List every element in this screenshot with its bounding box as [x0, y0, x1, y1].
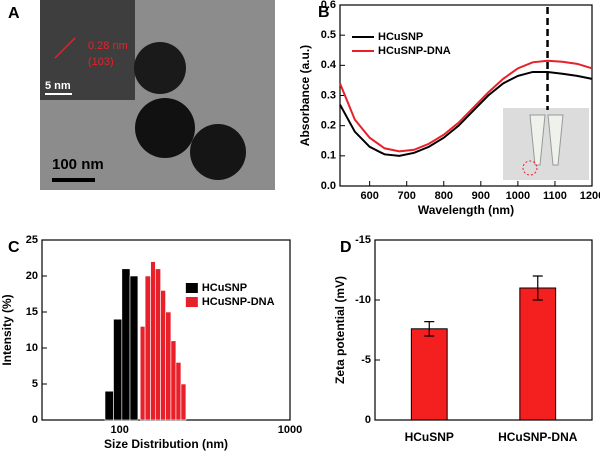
line-series [339, 70, 593, 157]
lattice-marker [54, 37, 76, 59]
photo-inset [503, 108, 589, 180]
histogram-bar [121, 268, 131, 421]
lattice-plane: (103) [88, 56, 114, 68]
y-tick-label: 0.6 [321, 0, 336, 11]
lattice-spacing: 0.28 nm [88, 40, 128, 52]
particle [134, 42, 186, 94]
y-tick-label: 25 [26, 234, 38, 246]
y-tick-label: 20 [26, 270, 38, 282]
histogram-bar [160, 290, 166, 421]
y-tick-label: 0 [365, 414, 371, 426]
panel-label: A [8, 5, 20, 22]
x-tick-label: 700 [398, 190, 416, 202]
histogram-bar [139, 326, 146, 421]
particle [135, 98, 195, 158]
plot-frame [374, 239, 593, 421]
y-tick-label: 0.4 [321, 59, 337, 71]
line-series [339, 59, 593, 153]
histogram-bar [104, 390, 114, 421]
inset-scale-label: 5 nm [45, 80, 71, 92]
x-tick-label: 1100 [543, 190, 567, 202]
x-tick-label: HCuSNP [405, 430, 454, 444]
y-tick-label: 0 [32, 414, 38, 426]
scale-label: 100 nm [52, 156, 104, 173]
legend-label: HCuSNP [378, 31, 423, 43]
legend-swatch [185, 283, 198, 293]
hrtem-inset [40, 0, 135, 100]
y-tick-label: 0.1 [321, 150, 336, 162]
x-tick-label: 100 [110, 424, 128, 436]
x-tick-label: 1000 [278, 424, 302, 436]
y-tick-label: 0.0 [321, 180, 336, 192]
panel-label: B [318, 4, 330, 21]
error-bar [532, 275, 543, 301]
histogram-bar [144, 275, 151, 421]
y-axis-label: Intensity (%) [0, 294, 14, 365]
error-bar [424, 321, 435, 337]
y-tick-label: -10 [355, 294, 371, 306]
particle [190, 124, 246, 180]
vial [529, 114, 546, 166]
x-tick-label: 1200 [580, 190, 600, 202]
histogram-bar [129, 275, 139, 421]
highlight [522, 160, 538, 176]
panel-label: D [340, 239, 352, 256]
y-tick-label: 0.2 [321, 120, 336, 132]
y-axis-label: Absorbance (a.u.) [298, 45, 312, 146]
y-tick-label: -5 [361, 354, 371, 366]
y-tick-label: -15 [355, 234, 371, 246]
y-tick-label: 10 [26, 342, 38, 354]
y-tick-label: 5 [32, 378, 38, 390]
histogram-bar [150, 261, 156, 421]
panel-a: 0.28 nm (103) 5 nm 100 nm A [8, 0, 275, 190]
y-tick-label: 15 [26, 306, 38, 318]
x-tick-label: HCuSNP-DNA [498, 430, 578, 444]
y-tick-label: 0.3 [321, 89, 336, 101]
legend-label: HCuSNP-DNA [378, 45, 451, 57]
bar [519, 287, 557, 421]
x-tick-label: 1000 [506, 190, 530, 202]
histogram-bar [170, 340, 177, 421]
x-axis-label: Size Distribution (nm) [104, 437, 228, 451]
histogram-bar [155, 268, 161, 421]
legend-swatch [185, 297, 198, 307]
y-tick-label: 0.5 [321, 29, 336, 41]
histogram-bar [180, 383, 187, 421]
histogram-bar [175, 362, 182, 421]
bar [410, 328, 448, 421]
x-axis-label: Wavelength (nm) [418, 203, 514, 217]
legend-label: HCuSNP-DNA [202, 296, 275, 308]
vial [547, 114, 564, 166]
histogram-bar [113, 318, 123, 421]
vial-photo [503, 108, 589, 180]
histogram-bar [165, 311, 172, 421]
x-tick-label: 800 [435, 190, 453, 202]
x-tick-label: 600 [360, 190, 378, 202]
legend-label: HCuSNP [202, 282, 247, 294]
y-axis-label: Zeta potential (mV) [333, 276, 347, 384]
panel-label: C [8, 239, 20, 256]
x-tick-label: 900 [472, 190, 490, 202]
